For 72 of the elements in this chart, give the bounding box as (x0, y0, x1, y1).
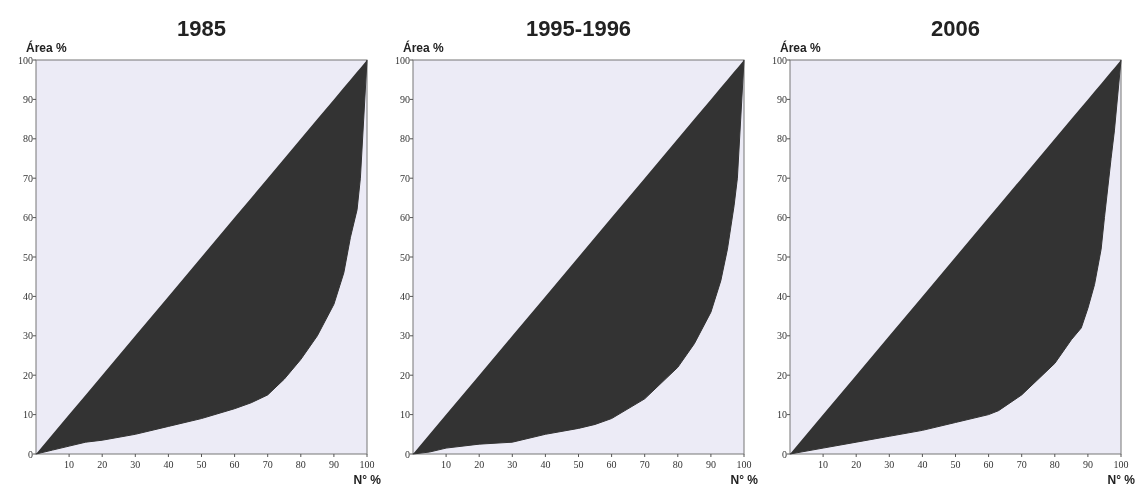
y-tick-label: 100 (18, 54, 33, 66)
x-axis-title: N° % (353, 473, 382, 487)
y-tick-label: 40 (777, 290, 787, 302)
x-tick-label: 10 (441, 459, 452, 470)
y-tick-label: 90 (23, 93, 33, 105)
chart-title: 1995-1996 (525, 16, 632, 41)
x-tick-label: 80 (1049, 459, 1060, 470)
y-tick-label: 10 (23, 409, 33, 421)
y-tick-label: 80 (777, 133, 787, 145)
y-tick-label: 20 (400, 369, 410, 381)
y-tick-label: 0 (782, 448, 787, 460)
y-tick-label: 70 (23, 172, 33, 184)
y-tick-label: 40 (400, 290, 410, 302)
x-tick-label: 10 (64, 459, 75, 470)
x-tick-label: 60 (229, 459, 240, 470)
x-tick-label: 50 (950, 459, 961, 470)
y-tick-label: 30 (777, 330, 787, 342)
y-tick-label: 10 (400, 409, 410, 421)
x-tick-label: 70 (639, 459, 650, 470)
x-axis-title: N° % (1107, 473, 1136, 487)
y-tick-label: 0 (405, 448, 410, 460)
x-tick-label: 40 (917, 459, 928, 470)
y-tick-label: 10 (777, 409, 787, 421)
y-tick-label: 80 (400, 133, 410, 145)
chart-title: 1985 (177, 16, 226, 41)
y-tick-label: 40 (23, 290, 33, 302)
y-tick-label: 30 (23, 330, 33, 342)
x-tick-label: 20 (851, 459, 862, 470)
x-tick-label: 30 (507, 459, 518, 470)
x-tick-label: 50 (196, 459, 207, 470)
y-tick-label: 90 (777, 93, 787, 105)
x-tick-label: 60 (983, 459, 994, 470)
x-tick-label: 30 (130, 459, 141, 470)
y-tick-label: 60 (23, 212, 33, 224)
y-tick-label: 60 (777, 212, 787, 224)
y-tick-label: 90 (400, 93, 410, 105)
y-tick-label: 20 (23, 369, 33, 381)
y-tick-label: 20 (777, 369, 787, 381)
y-tick-label: 80 (23, 133, 33, 145)
x-tick-label: 20 (474, 459, 485, 470)
x-tick-label: 10 (818, 459, 829, 470)
x-tick-label: 40 (540, 459, 551, 470)
y-tick-label: 70 (400, 172, 410, 184)
x-tick-label: 100 (736, 459, 752, 470)
x-tick-label: 50 (573, 459, 584, 470)
y-tick-label: 0 (28, 448, 33, 460)
y-tick-label: 50 (400, 251, 410, 263)
y-axis-title: Área % (403, 40, 445, 55)
x-tick-label: 40 (163, 459, 174, 470)
x-tick-label: 90 (705, 459, 716, 470)
x-tick-label: 70 (1016, 459, 1027, 470)
y-tick-label: 50 (23, 251, 33, 263)
y-tick-label: 30 (400, 330, 410, 342)
x-tick-label: 80 (295, 459, 306, 470)
x-tick-label: 100 (1113, 459, 1129, 470)
x-tick-label: 30 (884, 459, 895, 470)
y-axis-title: Área % (780, 40, 822, 55)
x-tick-label: 60 (606, 459, 617, 470)
x-axis-title: N° % (730, 473, 759, 487)
y-tick-label: 100 (772, 54, 787, 66)
y-tick-label: 100 (395, 54, 410, 66)
x-tick-label: 90 (328, 459, 339, 470)
x-tick-label: 70 (262, 459, 273, 470)
x-tick-label: 90 (1082, 459, 1093, 470)
y-axis-title: Área % (26, 40, 68, 55)
x-tick-label: 80 (672, 459, 683, 470)
y-tick-label: 60 (400, 212, 410, 224)
chart-title: 2006 (931, 16, 980, 41)
x-tick-label: 100 (359, 459, 375, 470)
x-tick-label: 20 (97, 459, 108, 470)
y-tick-label: 70 (777, 172, 787, 184)
y-tick-label: 50 (777, 251, 787, 263)
